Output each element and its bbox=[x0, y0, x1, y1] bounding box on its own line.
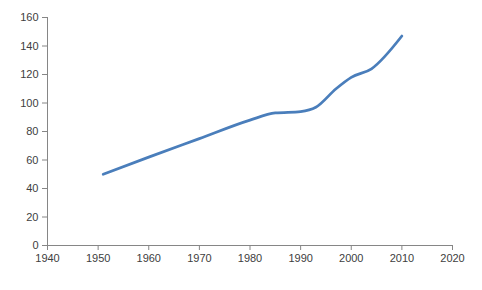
svg-text:2010: 2010 bbox=[390, 252, 414, 264]
svg-text:20: 20 bbox=[26, 211, 38, 223]
svg-text:1980: 1980 bbox=[238, 252, 262, 264]
svg-text:160: 160 bbox=[20, 11, 38, 23]
svg-text:40: 40 bbox=[26, 182, 38, 194]
svg-text:1940: 1940 bbox=[35, 252, 59, 264]
svg-text:80: 80 bbox=[26, 125, 38, 137]
svg-text:0: 0 bbox=[32, 239, 38, 251]
svg-text:1950: 1950 bbox=[86, 252, 110, 264]
svg-text:1990: 1990 bbox=[288, 252, 312, 264]
svg-text:100: 100 bbox=[20, 97, 38, 109]
svg-text:1960: 1960 bbox=[137, 252, 161, 264]
svg-text:1970: 1970 bbox=[187, 252, 211, 264]
svg-text:120: 120 bbox=[20, 68, 38, 80]
svg-text:2020: 2020 bbox=[440, 252, 464, 264]
svg-text:60: 60 bbox=[26, 154, 38, 166]
svg-text:140: 140 bbox=[20, 40, 38, 52]
svg-text:2000: 2000 bbox=[339, 252, 363, 264]
